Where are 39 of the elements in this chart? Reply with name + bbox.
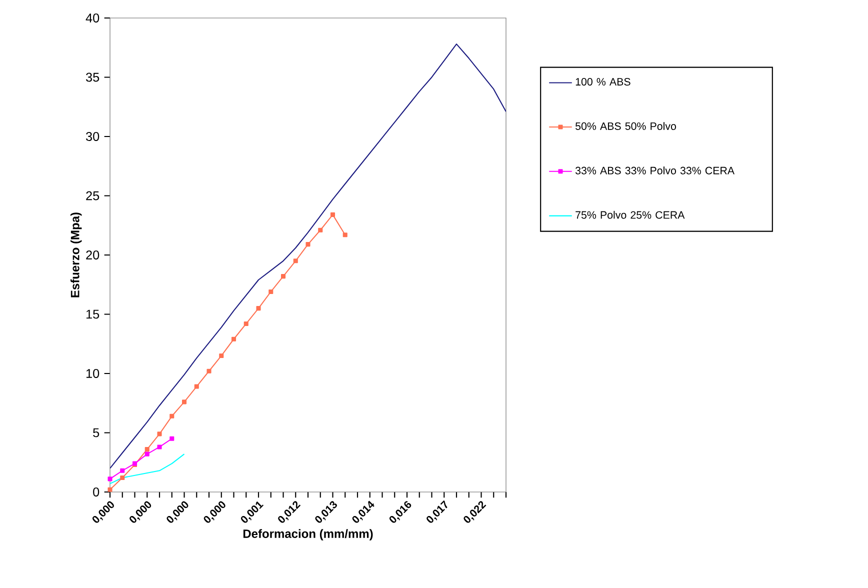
- y-tick-label: 0: [93, 488, 100, 496]
- legend-label: 75% Polvo 25% CERA: [576, 210, 685, 219]
- point: [256, 306, 261, 311]
- y-tick-label: 5: [93, 428, 100, 438]
- point: [280, 274, 286, 279]
- legend-label: 50% ABS 50% Polvo: [576, 122, 676, 130]
- y-tick-label: 20: [86, 250, 100, 260]
- y-tick-label: 30: [86, 132, 100, 141]
- point: [182, 400, 187, 404]
- point: [120, 476, 125, 480]
- point: [318, 228, 323, 232]
- x-axis-title: Deformacion (mm/mm): [243, 529, 373, 540]
- point: [293, 258, 298, 264]
- point: [108, 476, 112, 482]
- point: [144, 452, 150, 456]
- point: [306, 242, 310, 247]
- point: [244, 321, 248, 326]
- y-tick-label: 40: [86, 14, 100, 22]
- point: [219, 353, 224, 358]
- point: [206, 368, 212, 374]
- point: [194, 384, 199, 389]
- y-axis-title: Esfuerzo (Mpa): [70, 212, 82, 298]
- point: [231, 336, 236, 342]
- point: [120, 468, 125, 473]
- point: [330, 212, 336, 217]
- point: [144, 447, 150, 452]
- y-tick-label: 25: [86, 191, 100, 200]
- y-tick-label: 10: [86, 369, 100, 378]
- y-tick-label: 35: [86, 72, 100, 82]
- point: [157, 444, 162, 450]
- point: [157, 432, 162, 436]
- point: [170, 436, 174, 441]
- y-tick-label: 15: [86, 310, 100, 319]
- point: [108, 487, 112, 492]
- point: [268, 289, 274, 294]
- legend-label: 33% ABS 33% Polvo 33% CERA: [575, 166, 735, 174]
- legend-label: 100 % ABS: [576, 78, 630, 86]
- point: [342, 232, 348, 238]
- point: [170, 414, 174, 418]
